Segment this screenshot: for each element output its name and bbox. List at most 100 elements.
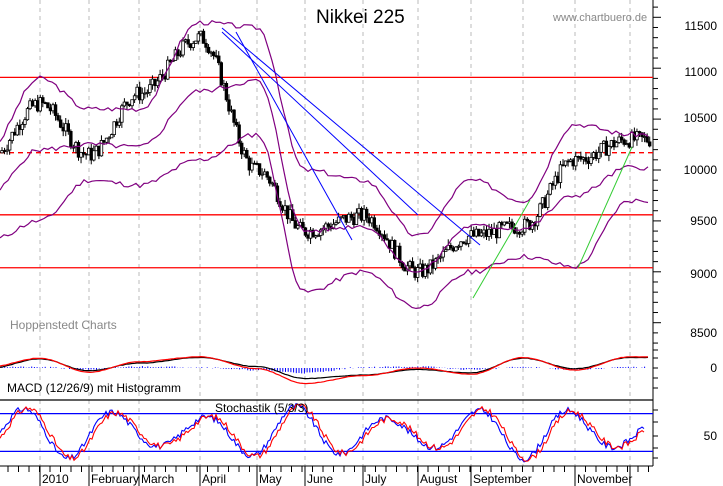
stoch-d-line [0,403,645,462]
candle-body [433,258,438,269]
candle-body [58,119,63,128]
candle-body [443,249,448,252]
candle-body [206,46,211,53]
candle-body [382,234,387,240]
candle-body [217,55,221,64]
macd-signal-line [0,356,649,380]
candle-body [558,164,563,183]
candle-body [211,51,216,57]
downtrend-line [221,27,481,246]
candle-body [237,124,241,144]
candle-body [319,229,323,236]
candle-body [466,235,471,244]
candle-body [155,80,160,87]
candle-body [41,97,45,103]
candle-body [449,244,453,249]
candle-body [301,221,305,229]
candle-body [648,141,652,147]
candle-body [120,105,124,123]
candle-body [375,227,379,232]
candle-body [584,157,588,162]
candle-body [81,152,86,155]
candle-body [234,121,239,126]
candle-body [7,140,12,151]
candle-body [525,218,529,221]
candle-body [354,212,359,225]
candle-body [477,228,481,237]
chart-title: Nikkei 225 [316,7,405,28]
candle-body [546,193,550,208]
candle-body [563,160,568,166]
stoch-label: Stochastik (5/3/3) [215,401,309,415]
candle-body [201,30,206,44]
candle-body [520,231,524,235]
candle-body [224,83,229,101]
candle-body [250,162,254,171]
candle-body [38,97,42,112]
uptrend-line [472,199,531,299]
candle-body [589,157,593,164]
candle-body [10,131,14,141]
candle-body [232,109,236,123]
candle-body [441,250,445,258]
candle-body [454,246,458,252]
candle-body [614,142,619,148]
candle-body [99,140,104,157]
candle-body [372,217,376,229]
stoch-k-line [0,402,645,463]
candle-body [398,245,402,263]
candle-body [79,152,83,158]
candle-body [191,42,195,48]
x-label-february: February [91,472,140,486]
x-label-2010: 2010 [42,472,69,486]
candle-body [622,139,626,145]
candle-body [461,241,466,244]
y-tick-10500: 10500 [683,111,717,125]
x-label-may: May [259,472,282,486]
x-label-march: March [141,472,175,486]
candle-body [109,134,114,139]
candle-body [194,40,198,44]
candle-body [23,119,27,125]
x-label-august: August [420,472,458,486]
candle-body [311,229,315,238]
candle-body [181,40,185,56]
candle-body [364,208,369,219]
candle-body [326,223,331,227]
candle-body [186,39,190,45]
candle-body [268,176,272,184]
candle-body [260,173,264,176]
downtrend-line [221,31,419,216]
candle-body [140,92,144,101]
candle-body [219,62,223,86]
candle-body [204,42,208,48]
candle-body [69,130,73,148]
candle-body [239,142,244,155]
uptrend-line [577,146,633,269]
candle-body [56,115,60,121]
candle-body [5,149,9,152]
candle-body [497,222,501,239]
candle-body [178,54,183,57]
candle-body [599,142,603,153]
candle-body [257,163,262,175]
candle-body [637,131,642,134]
candle-body [76,142,81,158]
macd-line [0,355,648,385]
y-tick-9000: 9000 [690,267,717,281]
macd-tick-0: 0 [710,361,717,375]
candle-body [148,84,152,93]
candle-body [293,220,297,229]
candle-body [574,156,578,167]
candle-body [25,108,30,121]
candle-body [349,213,354,218]
candle-body [46,102,50,109]
y-tick-9500: 9500 [690,214,717,228]
bollinger-lower [0,132,649,310]
candle-body [196,33,201,42]
candle-body [334,222,338,225]
candle-body [456,245,461,248]
candle-body [331,223,336,230]
